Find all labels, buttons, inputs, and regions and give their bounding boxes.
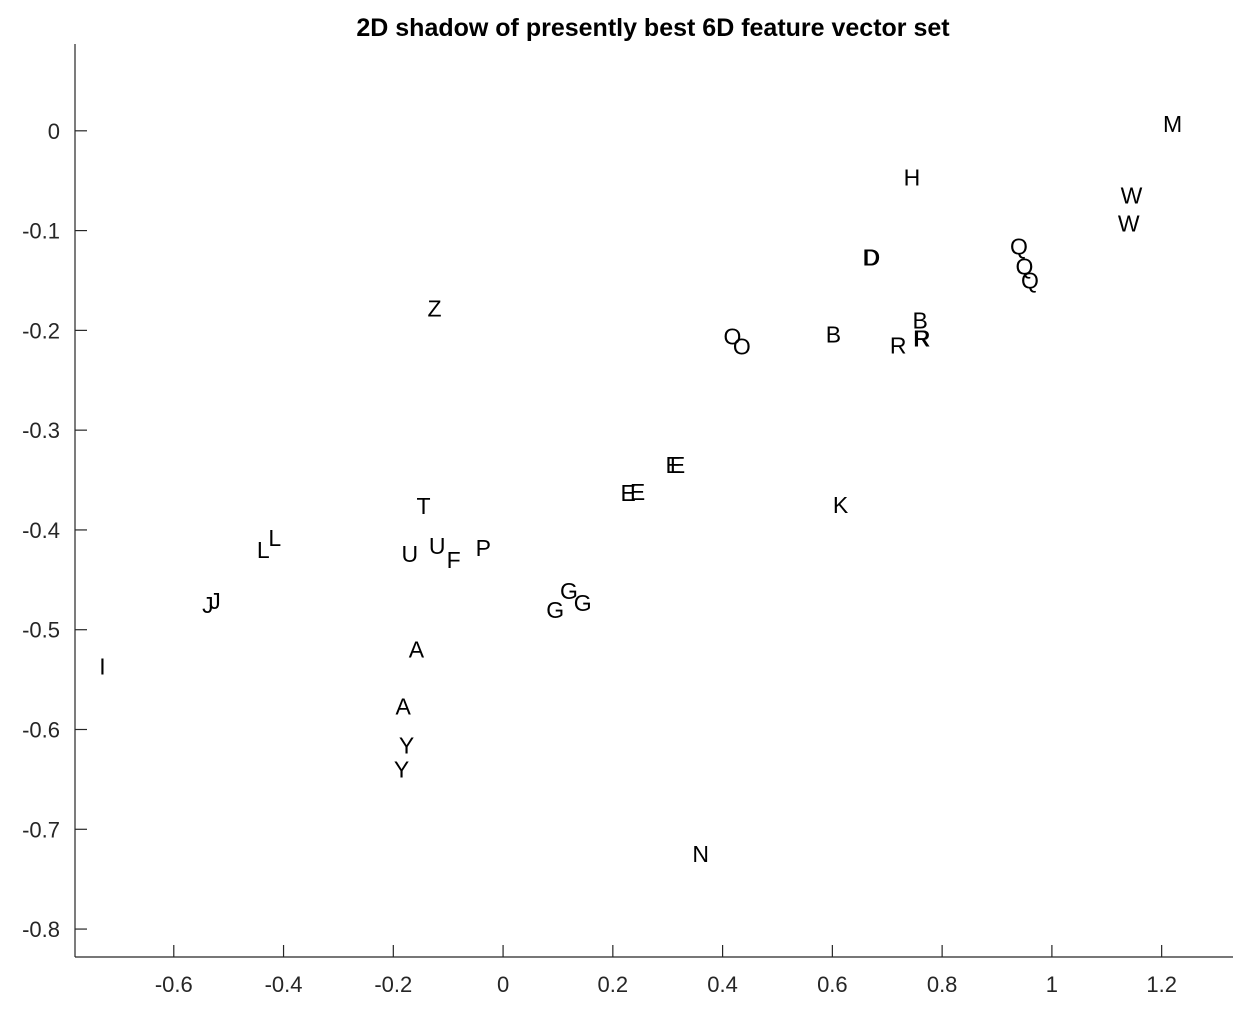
- data-point-label: E: [666, 452, 681, 478]
- data-point-label: K: [833, 492, 849, 518]
- data-point-label: Q: [1021, 267, 1039, 293]
- data-point-label: R: [914, 325, 931, 351]
- x-tick-label: 0: [497, 972, 509, 997]
- y-tick-label: 0: [48, 119, 60, 144]
- x-tick-label: 0.6: [817, 972, 848, 997]
- x-axis-ticks: -0.6 -0.4 -0.2 0 0.2 0.4 0.6 0.8 1 1.2: [155, 945, 1177, 997]
- data-point-label: A: [409, 637, 425, 663]
- data-point-label: M: [1163, 111, 1182, 137]
- data-point-label: B: [913, 307, 928, 333]
- data-point-label: Z: [427, 295, 441, 321]
- chart-title: 2D shadow of presently best 6D feature v…: [356, 14, 950, 42]
- x-tick-label: -0.2: [374, 972, 412, 997]
- data-point-label: J: [202, 592, 214, 618]
- data-point-label: E: [670, 452, 685, 478]
- y-tick-label: -0.3: [22, 418, 60, 443]
- data-point-label: W: [1121, 183, 1143, 209]
- data-point-label: P: [476, 535, 491, 561]
- data-point-label: U: [401, 541, 418, 567]
- data-point-label: B: [826, 321, 841, 347]
- x-tick-label: 1.2: [1146, 972, 1177, 997]
- x-tick-label: -0.4: [265, 972, 303, 997]
- data-point-label: D: [862, 245, 879, 271]
- data-point-label: O: [724, 323, 742, 349]
- data-point-label: A: [396, 694, 412, 720]
- y-tick-label: -0.2: [22, 318, 60, 343]
- data-point-label: H: [904, 165, 921, 191]
- data-point-label: W: [1118, 211, 1140, 237]
- x-tick-label: 1: [1046, 972, 1058, 997]
- data-point-label: I: [99, 654, 105, 680]
- data-point-label: Q: [1010, 234, 1028, 260]
- data-point-label: G: [546, 597, 564, 623]
- data-point-label: Y: [394, 756, 409, 782]
- y-tick-label: -0.8: [22, 917, 60, 942]
- data-point-label: D: [864, 245, 881, 271]
- data-point-label: G: [560, 578, 578, 604]
- data-point-label: U: [429, 533, 446, 559]
- data-point-label: Q: [1016, 254, 1034, 280]
- data-point-label: Y: [399, 732, 414, 758]
- data-point-label: G: [574, 590, 592, 616]
- data-point-label: L: [257, 537, 270, 563]
- y-axis-ticks: 0 -0.1 -0.2 -0.3 -0.4 -0.5 -0.6 -0.7 -0.8: [22, 119, 87, 942]
- data-point-label: F: [447, 547, 461, 573]
- y-tick-label: -0.5: [22, 618, 60, 643]
- x-tick-label: 0.8: [927, 972, 958, 997]
- data-point-label: R: [890, 332, 907, 358]
- data-point-label: E: [630, 479, 645, 505]
- y-tick-label: -0.1: [22, 219, 60, 244]
- data-point-label: R: [913, 325, 930, 351]
- data-point-label: J: [209, 588, 221, 614]
- y-tick-label: -0.4: [22, 518, 60, 543]
- x-tick-label: -0.6: [155, 972, 193, 997]
- x-tick-label: 0.2: [598, 972, 629, 997]
- y-tick-label: -0.7: [22, 817, 60, 842]
- y-tick-label: -0.6: [22, 717, 60, 742]
- data-point-label: T: [416, 493, 430, 519]
- data-point-label: E: [621, 480, 636, 506]
- data-point-label: N: [692, 841, 709, 867]
- data-point-label: O: [733, 333, 751, 359]
- data-point-label: L: [268, 525, 281, 551]
- x-tick-label: 0.4: [707, 972, 738, 997]
